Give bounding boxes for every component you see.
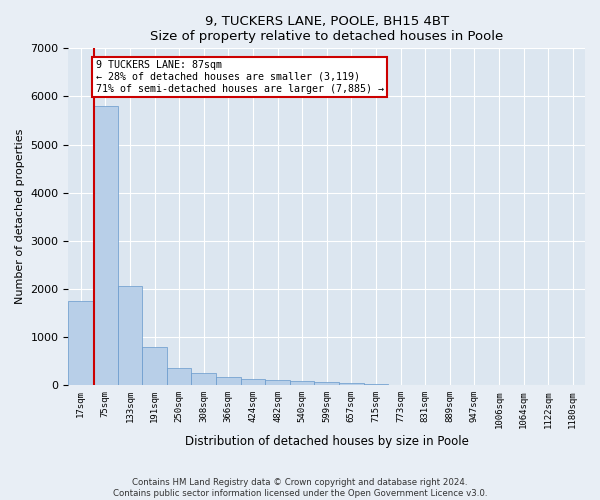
Text: 9 TUCKERS LANE: 87sqm
← 28% of detached houses are smaller (3,119)
71% of semi-d: 9 TUCKERS LANE: 87sqm ← 28% of detached …	[96, 60, 384, 94]
Bar	[241, 379, 265, 385]
Bar	[265, 380, 290, 385]
Bar	[339, 382, 364, 385]
X-axis label: Distribution of detached houses by size in Poole: Distribution of detached houses by size …	[185, 434, 469, 448]
Bar	[364, 384, 388, 385]
Bar	[290, 382, 314, 385]
Bar	[167, 368, 191, 385]
Bar	[191, 373, 216, 385]
Bar	[142, 346, 167, 385]
Text: Contains HM Land Registry data © Crown copyright and database right 2024.
Contai: Contains HM Land Registry data © Crown c…	[113, 478, 487, 498]
Bar	[314, 382, 339, 385]
Bar	[118, 286, 142, 385]
Bar	[216, 377, 241, 385]
Title: 9, TUCKERS LANE, POOLE, BH15 4BT
Size of property relative to detached houses in: 9, TUCKERS LANE, POOLE, BH15 4BT Size of…	[150, 15, 503, 43]
Bar	[93, 106, 118, 385]
Bar	[68, 301, 93, 385]
Y-axis label: Number of detached properties: Number of detached properties	[15, 129, 25, 304]
